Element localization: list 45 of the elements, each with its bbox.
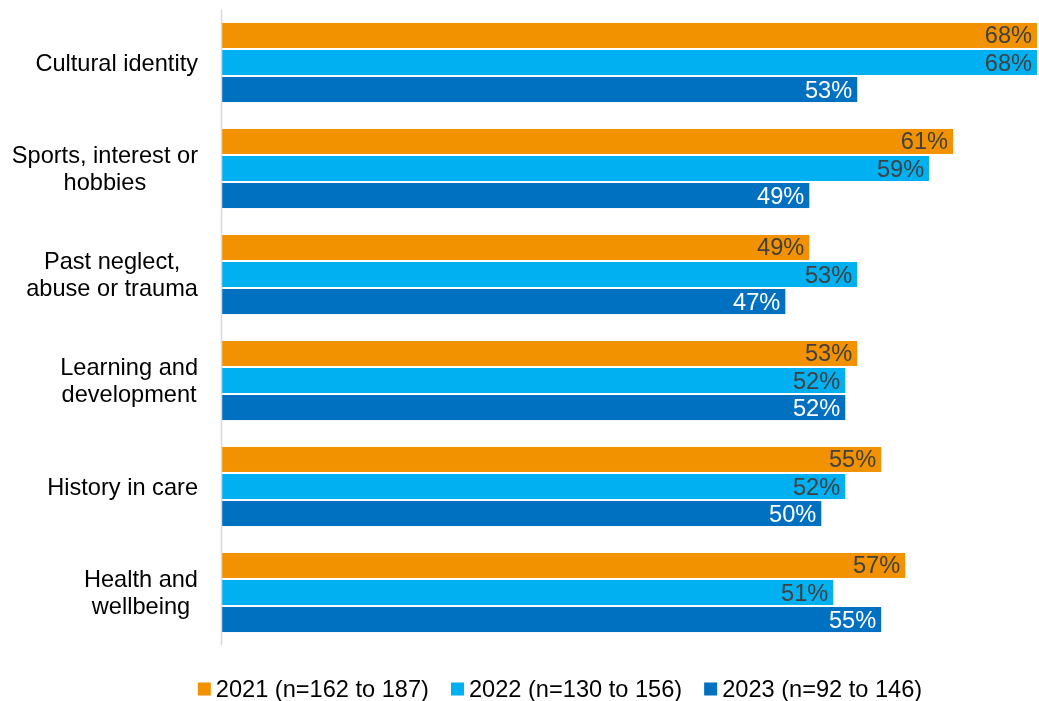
bar — [222, 473, 846, 500]
bar — [222, 128, 954, 154]
data-label: 52% — [793, 394, 841, 421]
data-label: 68% — [984, 22, 1033, 49]
bar — [222, 77, 858, 103]
data-label: 59% — [876, 155, 925, 182]
y-tick-label: Cultural identity — [35, 49, 199, 76]
data-label: 61% — [900, 128, 949, 155]
bar — [222, 395, 846, 421]
bar — [222, 501, 822, 527]
y-tick-label: Learning and development — [60, 354, 198, 407]
legend-label: 2021 (n=162 to 187) — [215, 676, 429, 701]
bar — [222, 552, 906, 578]
data-label: 53% — [804, 340, 853, 367]
data-label: 47% — [733, 288, 781, 315]
y-tick-label: Past neglect, abuse or trauma — [26, 248, 199, 301]
data-label: 50% — [769, 500, 817, 527]
data-label: 57% — [852, 552, 901, 579]
data-label: 55% — [828, 606, 877, 633]
legend-label: 2023 (n=92 to 146) — [722, 676, 923, 701]
bar — [222, 607, 882, 633]
data-label: 53% — [804, 76, 853, 103]
data-label: 55% — [828, 446, 877, 473]
bar — [222, 234, 810, 260]
bar — [222, 261, 858, 288]
bar — [222, 183, 810, 209]
bar — [222, 446, 882, 472]
data-label: 68% — [984, 49, 1033, 76]
bar — [222, 340, 858, 366]
bar — [222, 22, 1037, 48]
y-tick-label: Sports, interest or hobbies — [11, 142, 199, 195]
data-label: 52% — [793, 473, 841, 500]
bar — [222, 579, 834, 606]
legend-label: 2022 (n=130 to 156) — [468, 676, 683, 701]
bar — [222, 367, 846, 394]
y-tick-label: History in care — [47, 473, 198, 500]
bar — [222, 49, 1037, 76]
bar — [222, 289, 786, 315]
bar — [222, 155, 930, 182]
data-label: 49% — [757, 182, 805, 209]
y-tick-label: Health and wellbeing — [83, 566, 198, 619]
data-label: 53% — [804, 261, 853, 288]
data-label: 49% — [757, 234, 805, 261]
data-label: 52% — [793, 367, 841, 394]
data-label: 51% — [781, 579, 829, 606]
